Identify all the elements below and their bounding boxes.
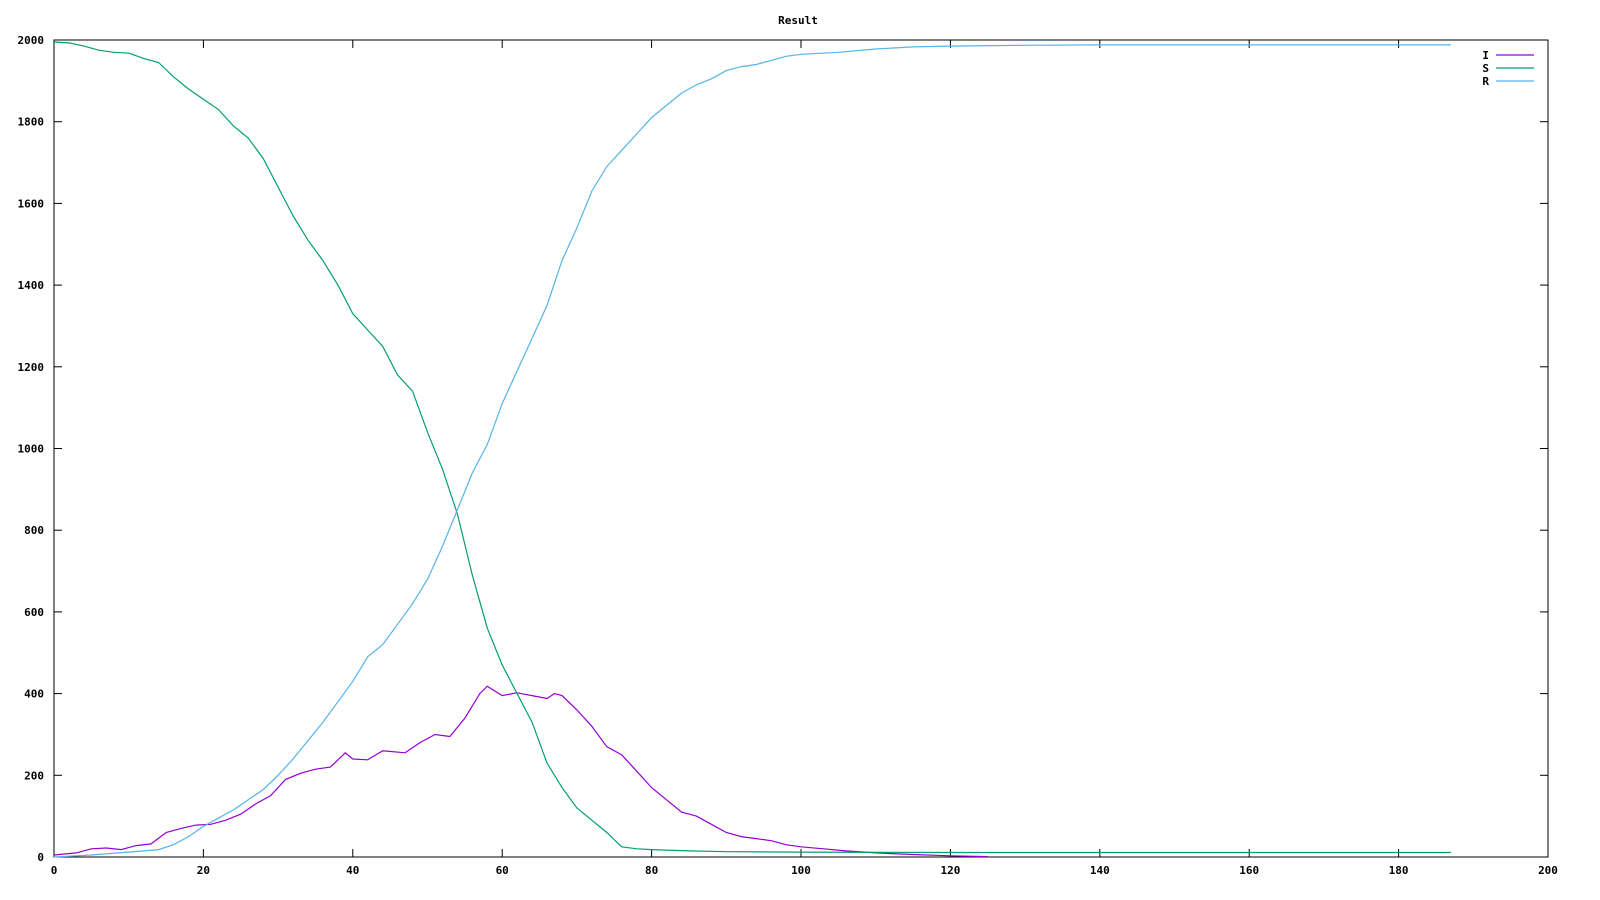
x-tick-label: 20: [197, 864, 210, 877]
legend: ISR: [1482, 49, 1534, 88]
y-tick-label: 400: [24, 688, 44, 701]
y-tick-label: 2000: [18, 34, 45, 47]
y-tick-label: 1200: [18, 361, 45, 374]
y-tick-label: 1000: [18, 443, 45, 456]
x-tick-label: 200: [1538, 864, 1558, 877]
y-tick-label: 1600: [18, 197, 45, 210]
legend-label-s: S: [1482, 62, 1489, 75]
x-tick-label: 100: [791, 864, 811, 877]
y-tick-label: 600: [24, 606, 44, 619]
series-line-r: [53, 44, 1451, 858]
y-tick-label: 1800: [18, 116, 45, 129]
x-tick-label: 60: [496, 864, 509, 877]
y-tick-label: 200: [24, 769, 44, 782]
x-tick-label: 180: [1389, 864, 1409, 877]
legend-label-r: R: [1482, 75, 1489, 88]
x-tick-label: 120: [940, 864, 960, 877]
x-tick-label: 80: [645, 864, 658, 877]
series-line-i: [53, 685, 988, 858]
y-tick-label: 0: [37, 851, 44, 864]
x-tick-label: 0: [51, 864, 58, 877]
y-tick-label: 800: [24, 524, 44, 537]
axis-tick-labels: 0 20 40 60 80 100 120 140 160 180 2000200400600800…: [18, 34, 1558, 877]
x-tick-label: 40: [346, 864, 359, 877]
chart-title: Result: [778, 14, 818, 27]
series-line-s: [53, 41, 1451, 854]
x-tick-label: 160: [1239, 864, 1259, 877]
axis-ticks: [53, 39, 1549, 858]
series-lines: [53, 41, 1451, 858]
x-tick-label: 140: [1090, 864, 1110, 877]
y-tick-label: 1400: [18, 279, 45, 292]
plot-frame: [53, 39, 1549, 858]
legend-label-i: I: [1482, 49, 1489, 62]
